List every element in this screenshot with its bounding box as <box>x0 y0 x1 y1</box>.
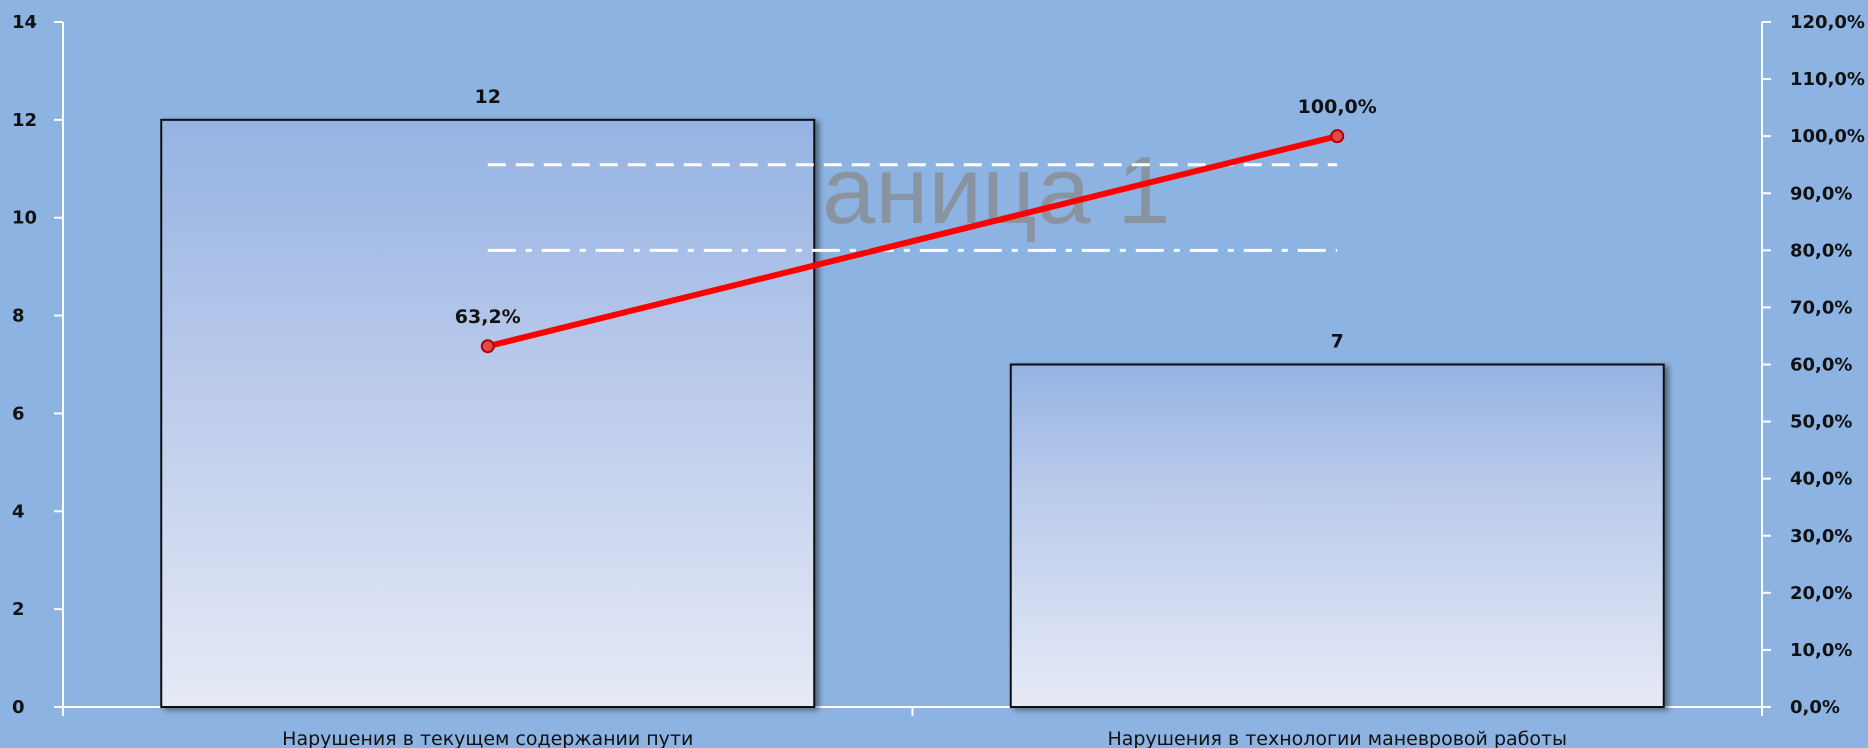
left-axis-tick-label: 8 <box>12 306 25 327</box>
bar <box>1009 363 1665 708</box>
axes: 0 2 4 6 8 10 12 14 0,0% 10,0% 20,0% 30,0% 40,0% 50,0%… <box>12 12 1865 748</box>
right-axis-tick-label: 120,0% <box>1790 12 1865 33</box>
left-axis-tick-label: 0 <box>12 697 25 718</box>
left-axis-tick-label: 2 <box>12 599 25 620</box>
right-axis-tick-label: 110,0% <box>1790 69 1865 90</box>
left-axis-tick-label: 14 <box>12 12 37 33</box>
right-axis-tick-label: 20,0% <box>1790 583 1852 604</box>
line-value-label: 100,0% <box>1298 96 1377 118</box>
right-axis-tick-label: 50,0% <box>1790 412 1852 433</box>
line-point <box>1330 129 1345 144</box>
x-axis-category-label: Нарушения в технологии маневровой работы <box>1107 728 1567 748</box>
right-axis-tick-label: 100,0% <box>1790 126 1865 147</box>
bar-value-label: 7 <box>1331 331 1344 353</box>
left-axis-tick-label: 12 <box>12 110 37 131</box>
data-labels: 12 7 63,2% 100,0% <box>455 86 1377 353</box>
right-axis-tick-label: 10,0% <box>1790 640 1852 661</box>
right-axis-tick-label: 90,0% <box>1790 183 1852 204</box>
cumulative-line-series <box>480 129 1345 354</box>
bar-value-label: 12 <box>475 86 501 108</box>
reference-lines <box>487 163 1338 252</box>
left-axis-tick-label: 4 <box>12 501 25 522</box>
left-axis-tick-label: 10 <box>12 208 37 229</box>
bar-series <box>160 118 1665 709</box>
right-axis-tick-label: 60,0% <box>1790 355 1852 376</box>
right-axis-tick-label: 70,0% <box>1790 297 1852 318</box>
left-axis-tick-label: 6 <box>12 403 25 424</box>
line-value-label: 63,2% <box>455 306 521 328</box>
cumulative-line <box>484 133 1341 350</box>
bar <box>160 118 816 709</box>
x-axis-category-label: Нарушения в текущем содержании пути <box>282 728 693 748</box>
right-axis-tick-label: 80,0% <box>1790 240 1852 261</box>
right-axis-tick-label: 40,0% <box>1790 469 1852 490</box>
line-point <box>480 339 495 354</box>
right-axis-tick-label: 30,0% <box>1790 526 1852 547</box>
right-axis-tick-label: 0,0% <box>1790 697 1840 718</box>
